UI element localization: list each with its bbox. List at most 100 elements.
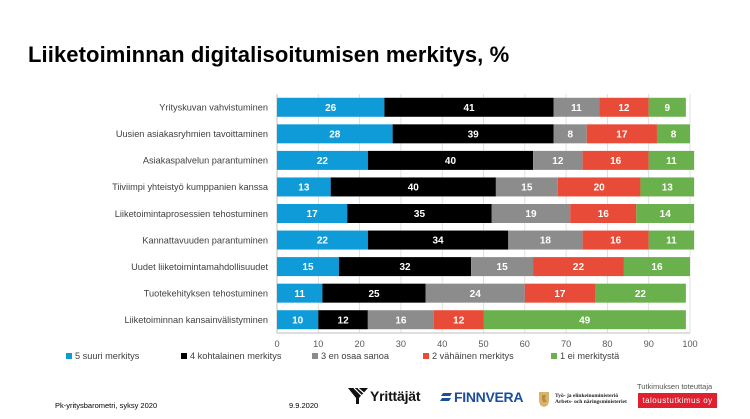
data-label: 17 [616, 129, 628, 140]
legend-item: 1 ei merkitystä [551, 351, 619, 361]
bar-segment [277, 177, 331, 197]
bar-segment [648, 150, 695, 170]
data-label: 8 [671, 129, 677, 140]
finnvera-logo-text: FINNVERA [454, 389, 524, 405]
data-label: 13 [662, 183, 674, 194]
data-label: 24 [470, 289, 482, 300]
data-label: 8 [567, 129, 573, 140]
category-label: Kannattavuuden parantuminen [142, 235, 268, 245]
lion-crest-icon [539, 392, 549, 407]
data-label: 22 [317, 156, 329, 167]
data-label: 16 [651, 262, 663, 273]
bar-segment [367, 310, 434, 330]
legend-swatch [551, 353, 557, 359]
bar-segment [330, 177, 496, 197]
bar-segment [277, 204, 348, 223]
data-label: 10 [292, 315, 304, 326]
bar-segment [491, 204, 571, 223]
data-label: 12 [453, 315, 465, 326]
data-label: 19 [525, 209, 537, 220]
bar-segment [347, 204, 492, 223]
bar-segment [636, 204, 695, 223]
data-label: 26 [325, 103, 337, 114]
x-tick-label: 0 [274, 339, 279, 349]
yrittajat-mark-icon [348, 388, 368, 404]
data-label: 16 [610, 236, 622, 247]
bar-segment [322, 283, 426, 303]
data-label: 11 [666, 156, 677, 167]
category-label: Uusien asiakasryhmien tavoittaminen [116, 129, 268, 139]
data-label: 12 [338, 315, 350, 326]
yrittajat-logo: Yrittäjät [348, 388, 421, 404]
category-label: Tuotekehityksen tehostuminen [144, 288, 268, 298]
data-label: 35 [414, 209, 426, 220]
data-label: 12 [618, 103, 630, 114]
chart-title: Liiketoiminnan digitalisoitumisen merkit… [28, 42, 510, 67]
data-label: 18 [540, 236, 552, 247]
data-label: 15 [521, 183, 533, 194]
data-label: 41 [463, 103, 475, 114]
data-label: 17 [554, 289, 566, 300]
bar-segment [595, 283, 686, 303]
legend-swatch [312, 353, 318, 359]
finnvera-logo: FINNVERA [440, 389, 523, 405]
bar-segment [623, 257, 690, 277]
data-label: 15 [497, 262, 509, 273]
bar-segment [384, 97, 554, 117]
bar-segment [648, 97, 686, 117]
x-tick-label: 50 [478, 339, 488, 349]
yrittajat-logo-text: Yrittäjät [370, 388, 421, 404]
data-label: 9 [665, 103, 671, 114]
data-label: 17 [307, 209, 319, 220]
bar-segment [508, 230, 583, 250]
bar-segment [599, 97, 649, 117]
bar-segment [640, 177, 695, 197]
tem-line-2: Arbets- och näringsministeriet [555, 399, 627, 405]
category-label: Uudet liiketoimintamahdollisuudet [131, 262, 268, 272]
legend-item: 3 en osaa sanoa [312, 351, 389, 361]
data-label: 40 [408, 183, 420, 194]
bar-segment [471, 257, 534, 277]
bar-segment [648, 230, 695, 250]
data-label: 14 [660, 209, 672, 220]
x-tick-label: 40 [437, 339, 447, 349]
bar-segment [277, 230, 368, 250]
bar-segment [277, 124, 393, 144]
legend-item: 2 vähäinen merkitys [423, 351, 514, 361]
x-tick-label: 30 [396, 339, 406, 349]
bar-segment [483, 310, 686, 330]
bar-segment [586, 124, 657, 144]
taloustutkimus-logo: taloustutkimus oy [638, 393, 717, 408]
data-label: 25 [368, 289, 380, 300]
bar-segment [277, 283, 323, 303]
data-label: 16 [395, 315, 407, 326]
data-label: 12 [552, 156, 564, 167]
data-label: 34 [433, 236, 445, 247]
x-tick-label: 60 [520, 339, 530, 349]
data-label: 11 [571, 103, 582, 114]
bar-segment [367, 150, 534, 170]
legend-label: 3 en osaa sanoa [321, 351, 389, 361]
category-label: Asiakaspalvelun parantuminen [143, 156, 268, 166]
legend-label: 5 suuri merkitys [75, 351, 140, 361]
data-label: 15 [302, 262, 314, 273]
x-tick-label: 70 [561, 339, 571, 349]
legend-swatch [66, 353, 72, 359]
data-label: 39 [468, 129, 480, 140]
bar-segment [557, 177, 641, 197]
bar-segment [656, 124, 690, 144]
data-label: 22 [573, 262, 585, 273]
chart-legend: 5 suuri merkitys 4 kohtalainen merkitys 3 … [0, 351, 750, 365]
legend-label: 4 kohtalainen merkitys [190, 351, 282, 361]
date-label: 9.9.2020 [289, 401, 319, 410]
bar-segment [277, 150, 368, 170]
bar-segment [392, 124, 554, 144]
bar-segment [277, 97, 385, 117]
bar-segment [533, 257, 624, 277]
bar-segment [277, 257, 339, 277]
bar-segment [570, 204, 637, 223]
legend-swatch [181, 353, 187, 359]
bar-segment [433, 310, 484, 330]
x-tick-label: 100 [682, 339, 697, 349]
